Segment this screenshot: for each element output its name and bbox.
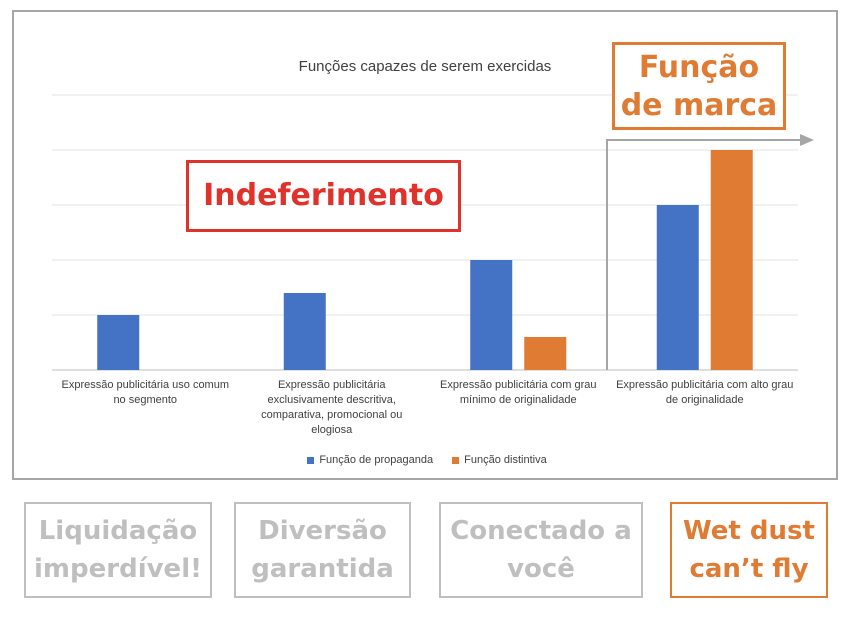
legend-item-distintiva: Função distintiva (452, 454, 547, 466)
slogan-line: garantida (251, 554, 394, 584)
indeferimento-callout: Indeferimento (186, 160, 461, 232)
category-label-line: mínimo de originalidade (459, 394, 577, 406)
arrow-head-icon (800, 134, 814, 146)
category-label-line: elogiosa (311, 424, 353, 436)
category-label-line: exclusivamente descritiva, (267, 394, 396, 406)
category-label-line: de originalidade (665, 394, 744, 406)
category-label-line: Expressão publicitária com alto grau (616, 379, 794, 391)
category-label-line: no segmento (113, 394, 178, 406)
category-label-4: Expressão publicitária com alto grau de o… (615, 378, 795, 408)
category-label-line: Expressão publicitária uso comum (61, 379, 230, 391)
funcao-de-marca-callout: Função de marca (612, 42, 786, 130)
bar-propaganda-4 (656, 205, 699, 370)
bars (97, 150, 753, 370)
slogan-line: Wet dust (683, 516, 815, 546)
category-label-3: Expressão publicitária com grau mínimo de… (428, 378, 608, 408)
funcao-de-marca-line-2: de marca (620, 88, 778, 123)
bar-propaganda-2 (283, 293, 326, 370)
chart-title: Funções capazes de serem exercidas (298, 58, 552, 75)
slogan-card-conectado: Conectado a você (439, 502, 643, 598)
legend: Função de propaganda Função distintiva (0, 454, 854, 466)
slogan-line: você (507, 554, 575, 584)
slogan-line: imperdível! (34, 554, 202, 584)
legend-swatch-distintiva (452, 456, 460, 464)
slogan-line: Liquidação (38, 516, 198, 546)
arrow-line (606, 139, 800, 370)
bar-distintiva-4 (710, 150, 753, 370)
bar-propaganda-3 (470, 260, 513, 370)
slogan-card-diversao: Diversão garantida (234, 502, 411, 598)
slogan-card-wet-dust: Wet dust can’t fly (670, 502, 828, 598)
category-label-2: Expressão publicitária exclusivamente des… (242, 378, 422, 438)
slogan-line: Conectado a (450, 516, 632, 546)
bar-distintiva-3 (524, 337, 567, 370)
category-label-line: Expressão publicitária com grau (439, 379, 597, 391)
marca-arrow (606, 134, 814, 370)
category-label-line: comparativa, promocional ou (261, 409, 403, 421)
legend-swatch-propaganda (307, 456, 315, 464)
slogan-line: can’t fly (689, 554, 809, 584)
slogan-line: Diversão (258, 516, 387, 546)
slogan-card-liquidacao: Liquidação imperdível! (24, 502, 212, 598)
legend-label-distintiva: Função distintiva (464, 454, 547, 466)
category-label-line: Expressão publicitária (277, 379, 386, 391)
category-label-1: Expressão publicitária uso comum no segme… (55, 378, 235, 408)
funcao-de-marca-line-1: Função (638, 50, 760, 85)
legend-item-propaganda: Função de propaganda (307, 454, 433, 466)
bar-propaganda-1 (97, 315, 140, 370)
legend-label-propaganda: Função de propaganda (319, 454, 434, 466)
